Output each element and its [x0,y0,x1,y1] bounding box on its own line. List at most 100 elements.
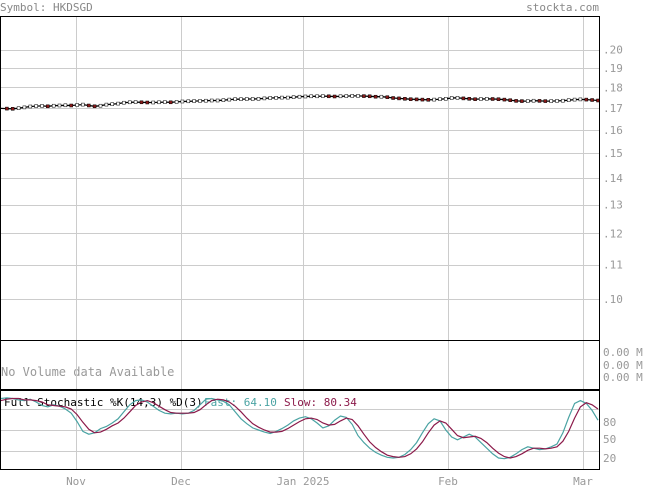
price-candle [174,100,179,104]
price-candle [543,99,548,103]
price-candle [268,96,272,100]
price-candle [373,94,378,99]
price-candle [502,97,507,102]
price-candle [444,97,448,101]
price-candle [561,98,565,103]
price-tick-label: .17 [603,102,623,115]
price-candle [327,94,331,99]
price-candle [490,97,495,101]
price-candle [104,102,109,107]
price-candle [362,94,366,98]
x-axis-labels: Nov Dec Jan 2025 Feb Mar [66,475,593,486]
price-candle [584,97,589,102]
price-candle [420,97,425,102]
price-candle [566,98,571,102]
price-tick-label: .11 [603,259,623,272]
price-candle [198,99,202,103]
price-candle [256,97,261,101]
price-candle [28,104,33,109]
price-candle [51,103,56,108]
price-candle [204,98,208,103]
volume-axis-label: 0.00 M [603,346,643,359]
price-candle [280,95,284,100]
price-candle [356,94,360,98]
price-candle [239,97,243,101]
price-candle [34,104,38,108]
price-gridlines [1,17,599,340]
price-candle [467,97,471,101]
symbol-label: Symbol: HKDSGD [0,1,93,14]
price-candle [227,97,232,102]
price-candle [122,100,126,105]
price-candle [221,98,226,102]
price-candle [479,97,483,101]
price-candle [57,103,62,108]
x-axis-label: Jan 2025 [277,475,330,486]
price-candle [432,97,436,102]
price-candle [262,96,267,101]
price-candle [139,100,144,105]
price-candle [186,99,191,104]
stochastic-title: Full Stochastic %K(14,3) %D(3) [4,396,203,409]
price-candle [128,100,132,105]
slow-line [0,397,599,459]
price-candle [46,104,50,109]
price-candle [408,97,413,101]
stochastic-tick: 50 [603,433,616,446]
x-axis-label: Nov [66,475,86,486]
price-candle [303,94,308,99]
price-candle [133,100,138,104]
price-tick-label: .16 [603,124,623,137]
volume-axis-label: 0.00 M [603,371,643,384]
price-candle [403,97,407,101]
price-candle [455,96,460,100]
price-tick-label: .19 [603,62,623,75]
price-tick-label: .18 [603,81,623,94]
x-axis-label: Dec [171,475,191,486]
price-candle [92,104,97,109]
price-tick-label: .20 [603,44,623,57]
price-tick-label: .14 [603,172,623,185]
price-candle [192,99,196,103]
price-candle [520,99,524,103]
price-candle [344,94,349,98]
price-candle [87,103,91,108]
price-candle [332,94,337,99]
volume-message: No Volume data Available [1,365,174,379]
price-candle [385,95,390,99]
price-candle [180,99,185,104]
price-candle [10,107,15,111]
price-candle [157,100,161,105]
slow-label: Slow: 80.34 [284,396,357,409]
price-candle [69,103,73,108]
price-candle [572,97,577,102]
price-candle [233,97,237,101]
stochastic-tick: 20 [603,452,616,465]
price-candle [151,100,155,105]
price-candle [291,95,296,99]
price-candle [485,97,489,101]
price-tick-label: .15 [603,147,623,160]
price-candle [578,97,583,102]
price-candle [63,103,68,108]
price-candle [555,99,559,103]
price-candle [414,97,419,102]
x-axis-label: Mar [573,475,593,486]
price-candle [438,97,442,101]
price-candle [309,94,313,99]
price-candle [391,96,395,100]
price-candle [98,103,103,108]
price-candle [22,105,27,110]
price-candle [297,94,302,99]
price-candle [110,102,114,106]
price-candle [209,98,214,103]
price-candle [461,96,466,101]
price-candle [163,100,167,104]
price-candle [350,94,354,98]
stochastic-tick: 80 [603,416,616,429]
stochastic-panel-frame [0,390,600,470]
price-candle [426,98,431,102]
price-candle [40,104,44,108]
price-tick-label: .12 [603,227,623,240]
